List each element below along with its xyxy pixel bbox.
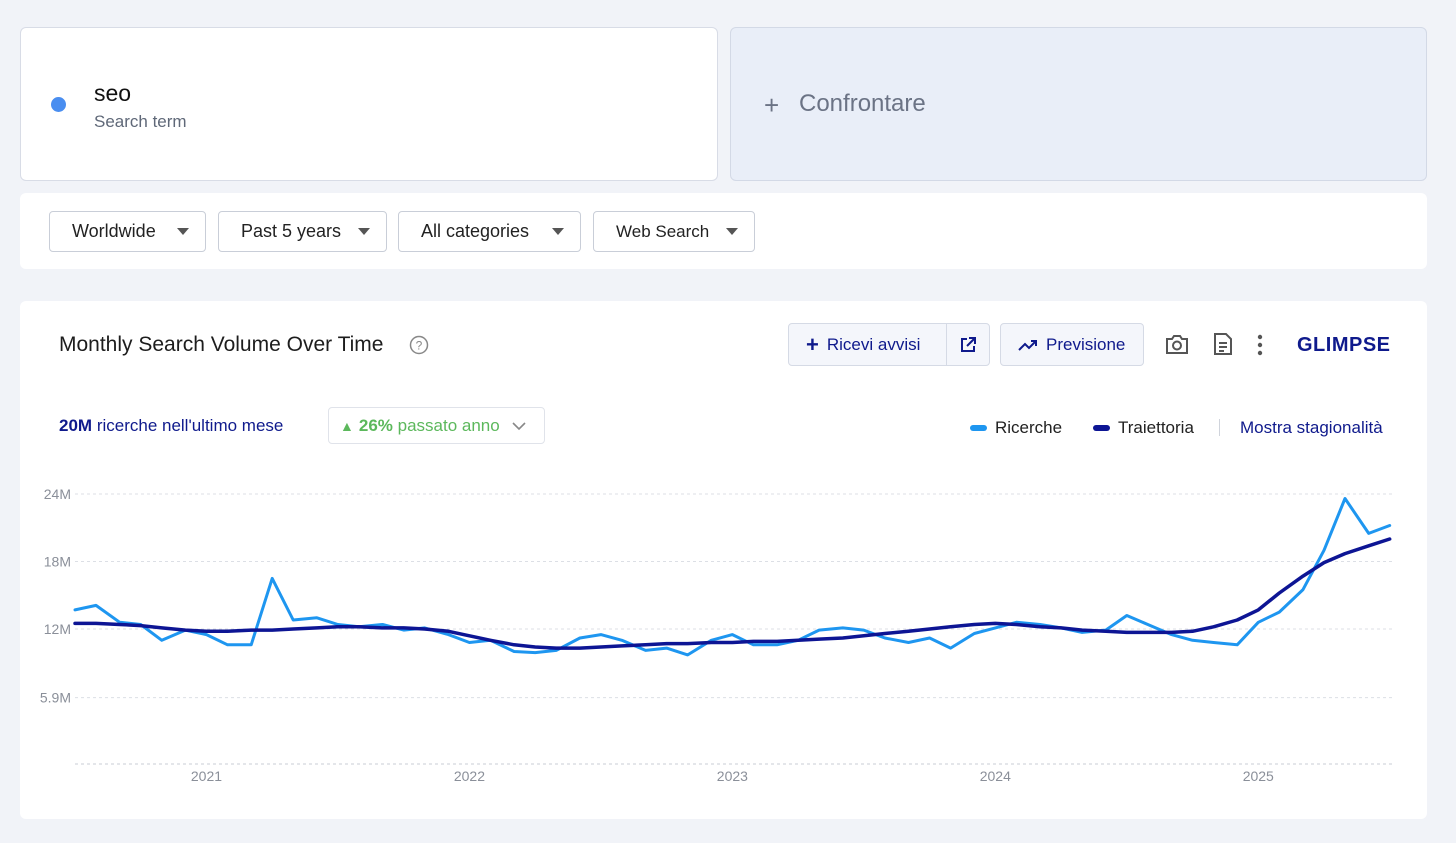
- filter-label: Web Search: [616, 221, 710, 241]
- seasonality-link[interactable]: Mostra stagionalità: [1240, 418, 1383, 437]
- growth-value: 26%: [358, 415, 393, 435]
- export-icon[interactable]: [1213, 332, 1233, 356]
- compare-plus: +: [764, 90, 780, 120]
- up-arrow: ▲: [340, 417, 354, 434]
- forecast-label: Previsione: [1046, 334, 1126, 354]
- panel-title: Monthly Search Volume Over Time: [59, 333, 384, 356]
- caret: [358, 228, 370, 235]
- search-term-card[interactable]: seo Search term: [20, 27, 718, 181]
- x-tick-label: 2024: [980, 768, 1011, 784]
- legend-separator: [1219, 419, 1220, 436]
- chart-card: [20, 301, 1427, 819]
- x-tick-label: 2022: [454, 768, 485, 784]
- y-tick-label: 24M: [44, 486, 71, 502]
- chart: 5.9M 12M 18M 24M 2021 2022 2023 2024 2025: [40, 486, 1395, 784]
- growth-text: passato anno: [397, 415, 500, 435]
- last-month-value: 20M: [59, 416, 93, 435]
- legend-swatch: [1093, 425, 1110, 431]
- chevron: [512, 421, 526, 430]
- filter-label: Worldwide: [72, 221, 156, 241]
- brand-logo[interactable]: GLIMPSE: [1297, 334, 1391, 356]
- caret: [177, 228, 189, 235]
- search-term-label: Search term: [94, 112, 187, 131]
- x-tick-label: 2021: [191, 768, 222, 784]
- more-icon[interactable]: [1254, 334, 1266, 356]
- forecast-button[interactable]: Previsione: [1000, 323, 1144, 366]
- compare-label: Confrontare: [799, 90, 926, 117]
- y-tick-label: 12M: [44, 621, 71, 637]
- y-tick-label: 5.9M: [40, 690, 71, 706]
- external-icon: [961, 336, 976, 352]
- last-month-stat: 20M ricerche nell'ultimo mese: [59, 416, 283, 436]
- x-tick-label: 2025: [1243, 768, 1274, 784]
- legend-label[interactable]: Traiettoria: [1118, 418, 1194, 437]
- filter-label: Past 5 years: [241, 221, 342, 241]
- growth-pill[interactable]: ▲ 26% passato anno: [328, 407, 545, 444]
- plus-icon: +: [806, 331, 819, 357]
- term-color-dot: [51, 97, 66, 112]
- series-line: [73, 537, 1392, 650]
- y-tick-label: 18M: [44, 554, 71, 570]
- caret: [552, 228, 564, 235]
- trend-icon: [1018, 339, 1037, 351]
- filter-label: All categories: [421, 221, 530, 241]
- alerts-label: Ricevi avvisi: [826, 334, 921, 354]
- help-icon[interactable]: ?: [409, 335, 429, 355]
- x-tick-label: 2023: [717, 768, 748, 784]
- compare-card[interactable]: + Confrontare: [730, 27, 1427, 181]
- filter-dropdown[interactable]: All categories: [398, 211, 581, 252]
- filter-dropdown[interactable]: Worldwide: [49, 211, 206, 252]
- caret: [726, 228, 738, 235]
- search-term: seo: [94, 80, 132, 106]
- alerts-button[interactable]: + Ricevi avvisi: [788, 323, 947, 366]
- last-month-text: ricerche nell'ultimo mese: [96, 416, 284, 435]
- series-line: [73, 497, 1392, 657]
- filter-dropdown[interactable]: Past 5 years: [218, 211, 387, 252]
- legend-label[interactable]: Ricerche: [995, 418, 1063, 437]
- svg-text:?: ?: [416, 339, 423, 353]
- screenshot-icon[interactable]: [1165, 333, 1189, 355]
- open-external-button[interactable]: [946, 323, 990, 366]
- legend-swatch: [970, 425, 987, 431]
- filter-dropdown[interactable]: Web Search: [593, 211, 755, 252]
